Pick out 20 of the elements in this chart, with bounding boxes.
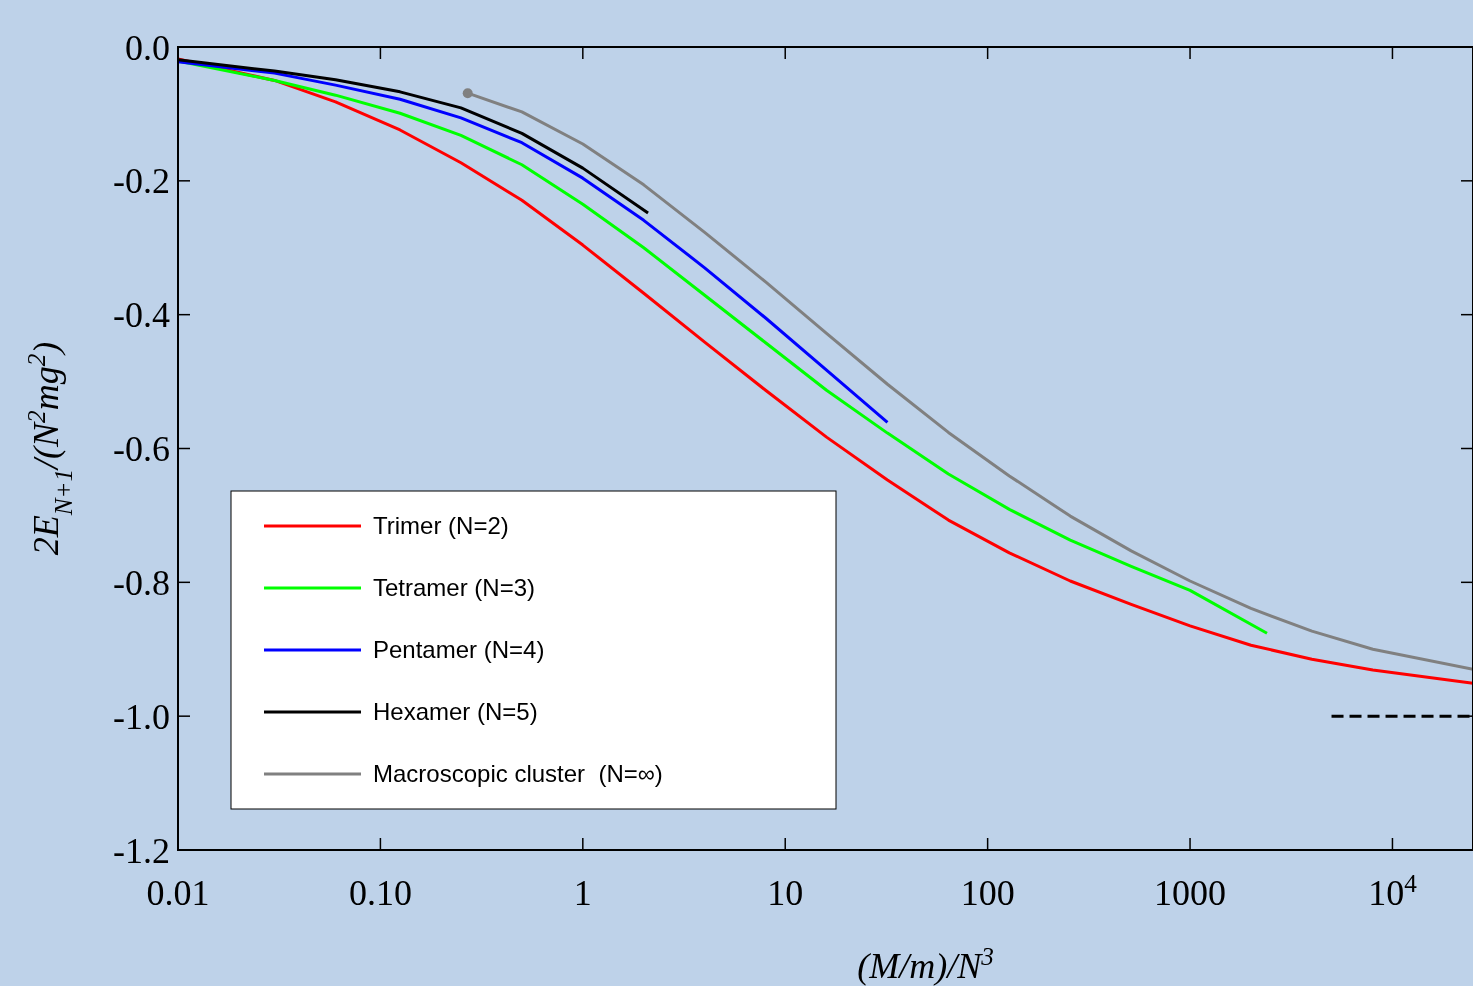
y-tick-label: -0.2 xyxy=(113,161,170,202)
legend-label: Trimer (N=2) xyxy=(373,512,509,540)
legend-label: Macroscopic cluster (N=∞) xyxy=(373,760,663,788)
y-tick-label: -0.4 xyxy=(113,295,170,336)
x-tick-label: 1000 xyxy=(1154,873,1227,913)
x-axis-title: (M/m)/N$^{3}$ xyxy=(857,942,994,986)
x-tick-label: 0.01 xyxy=(146,873,210,913)
x-tick-label: 10 xyxy=(767,873,804,913)
x-tick-label: 0.10 xyxy=(348,873,412,913)
x-tick-label: 100 xyxy=(960,873,1015,913)
legend-label: Tetramer (N=3) xyxy=(373,574,536,602)
x-tick-label: 1 xyxy=(573,873,592,913)
legend-label: Hexamer (N=5) xyxy=(373,698,538,726)
y-tick-label: 0.0 xyxy=(125,27,170,68)
y-tick-label: -1.0 xyxy=(113,696,170,737)
y-tick-label: -0.8 xyxy=(113,562,170,603)
x-tick-label: 10$^{4}$ xyxy=(1368,869,1418,913)
legend-label: Pentamer (N=4) xyxy=(373,636,545,664)
y-tick-label: -1.2 xyxy=(113,830,170,871)
y-tick-label: -0.6 xyxy=(113,429,170,470)
